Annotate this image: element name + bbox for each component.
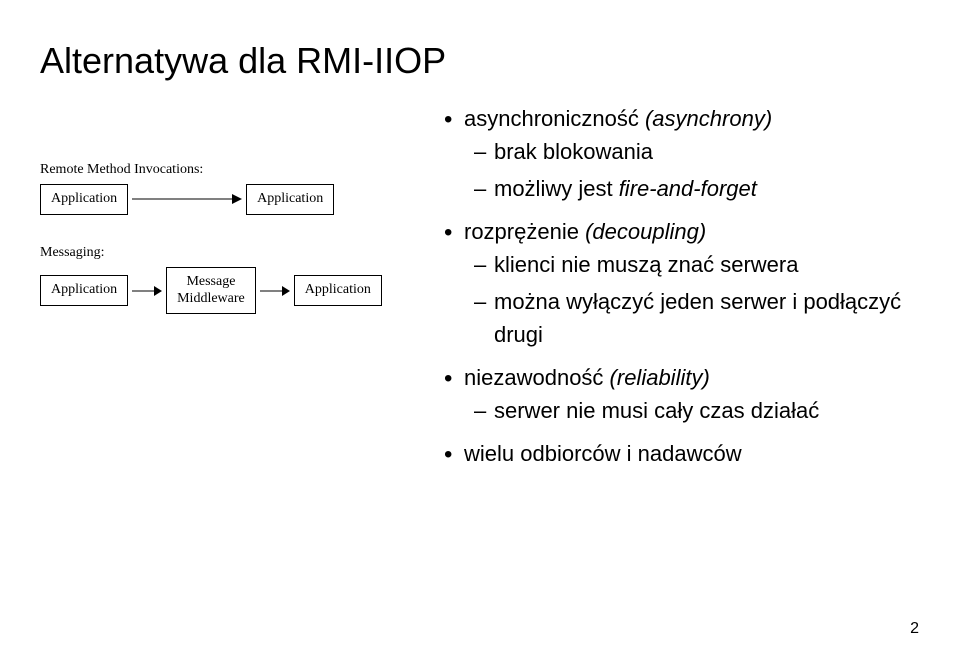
- messaging-box-middle: Message Middleware: [166, 267, 256, 315]
- messaging-arrow1-icon: [132, 281, 162, 301]
- page-number: 2: [910, 620, 919, 638]
- content-row: Remote Method Invocations: Application A…: [40, 102, 919, 480]
- rmi-box-left: Application: [40, 184, 128, 215]
- messaging-row: Application Message Middleware Applicati…: [40, 267, 410, 315]
- bullet-text: niezawodność: [464, 365, 610, 390]
- rmi-row: Application Application: [40, 184, 410, 215]
- sub-italic: fire-and-forget: [619, 176, 757, 201]
- sub-item: można wyłączyć jeden serwer i podłączyć …: [464, 285, 919, 351]
- bullet-item: wielu odbiorców i nadawców: [440, 437, 919, 470]
- bullet-item: rozprężenie (decoupling) klienci nie mus…: [440, 215, 919, 351]
- diagrams-column: Remote Method Invocations: Application A…: [40, 102, 410, 480]
- messaging-arrow2-icon: [260, 281, 290, 301]
- bullet-text: wielu odbiorców i nadawców: [464, 441, 742, 466]
- messaging-label: Messaging:: [40, 245, 410, 261]
- rmi-diagram: Remote Method Invocations: Application A…: [40, 162, 410, 215]
- bullet-text: asynchroniczność: [464, 106, 645, 131]
- messaging-box-right: Application: [294, 275, 382, 306]
- messaging-box-middle-line2: Middleware: [177, 291, 245, 306]
- bullet-italic: (asynchrony): [645, 106, 772, 131]
- bullet-italic: (decoupling): [585, 219, 706, 244]
- sub-item: serwer nie musi cały czas działać: [464, 394, 919, 427]
- rmi-arrow-icon: [132, 189, 242, 209]
- bullet-italic: (reliability): [610, 365, 710, 390]
- sub-item: brak blokowania: [464, 135, 919, 168]
- sub-item: klienci nie muszą znać serwera: [464, 248, 919, 281]
- rmi-box-right: Application: [246, 184, 334, 215]
- messaging-box-middle-line1: Message: [186, 274, 235, 289]
- page-title: Alternatywa dla RMI-IIOP: [40, 40, 919, 82]
- bullet-item: niezawodność (reliability) serwer nie mu…: [440, 361, 919, 427]
- bullet-item: asynchroniczność (asynchrony) brak bloko…: [440, 102, 919, 205]
- bullets-column: asynchroniczność (asynchrony) brak bloko…: [440, 102, 919, 480]
- bullet-text: rozprężenie: [464, 219, 585, 244]
- sub-item: możliwy jest fire-and-forget: [464, 172, 919, 205]
- messaging-diagram: Messaging: Application Message Middlewar…: [40, 245, 410, 315]
- sub-text: możliwy jest: [494, 176, 619, 201]
- rmi-label: Remote Method Invocations:: [40, 162, 410, 178]
- messaging-box-left: Application: [40, 275, 128, 306]
